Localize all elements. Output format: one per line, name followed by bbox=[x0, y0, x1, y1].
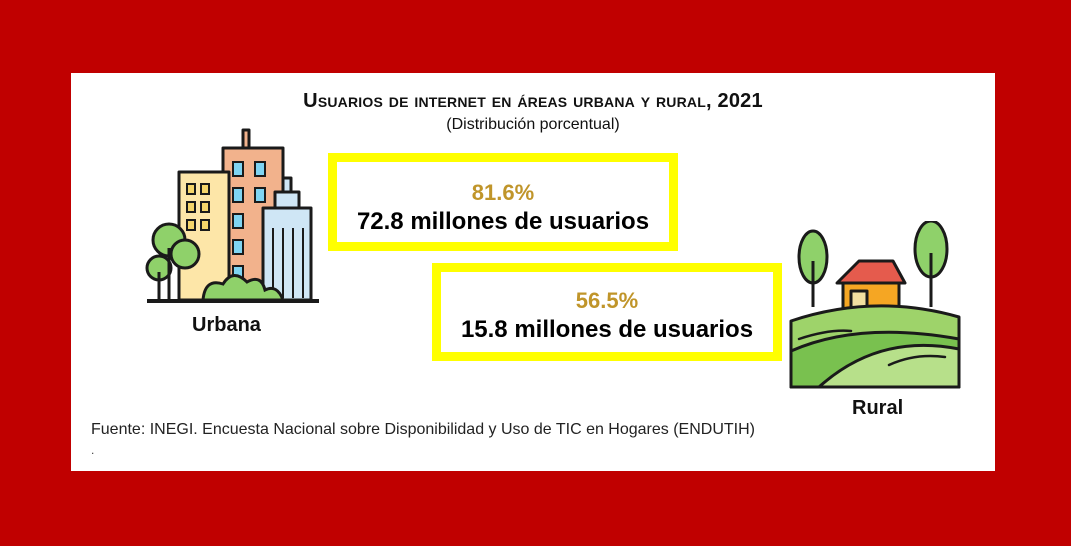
farm-house-icon bbox=[789, 221, 961, 389]
source-note: Fuente: INEGI. Encuesta Nacional sobre D… bbox=[91, 421, 755, 438]
page-subtitle: (Distribución porcentual) bbox=[446, 116, 620, 133]
rural-label: Rural bbox=[852, 397, 904, 419]
infographic-panel: Usuarios de internet en áreas urbana y r… bbox=[71, 73, 995, 471]
rural-percent: 56.5% bbox=[575, 288, 639, 313]
urban-users: 72.8 millones de usuarios bbox=[356, 208, 650, 235]
page-title: Usuarios de internet en áreas urbana y r… bbox=[303, 90, 763, 112]
city-buildings-icon bbox=[145, 128, 319, 303]
urban-stat-box: 81.6% 72.8 millones de usuarios bbox=[328, 153, 678, 251]
urban-percent: 81.6% bbox=[471, 180, 535, 205]
rural-users: 15.8 millones de usuarios bbox=[460, 316, 754, 343]
footnote-mark: . bbox=[91, 443, 95, 457]
urban-label: Urbana bbox=[192, 314, 261, 336]
rural-stat-box: 56.5% 15.8 millones de usuarios bbox=[432, 263, 782, 361]
